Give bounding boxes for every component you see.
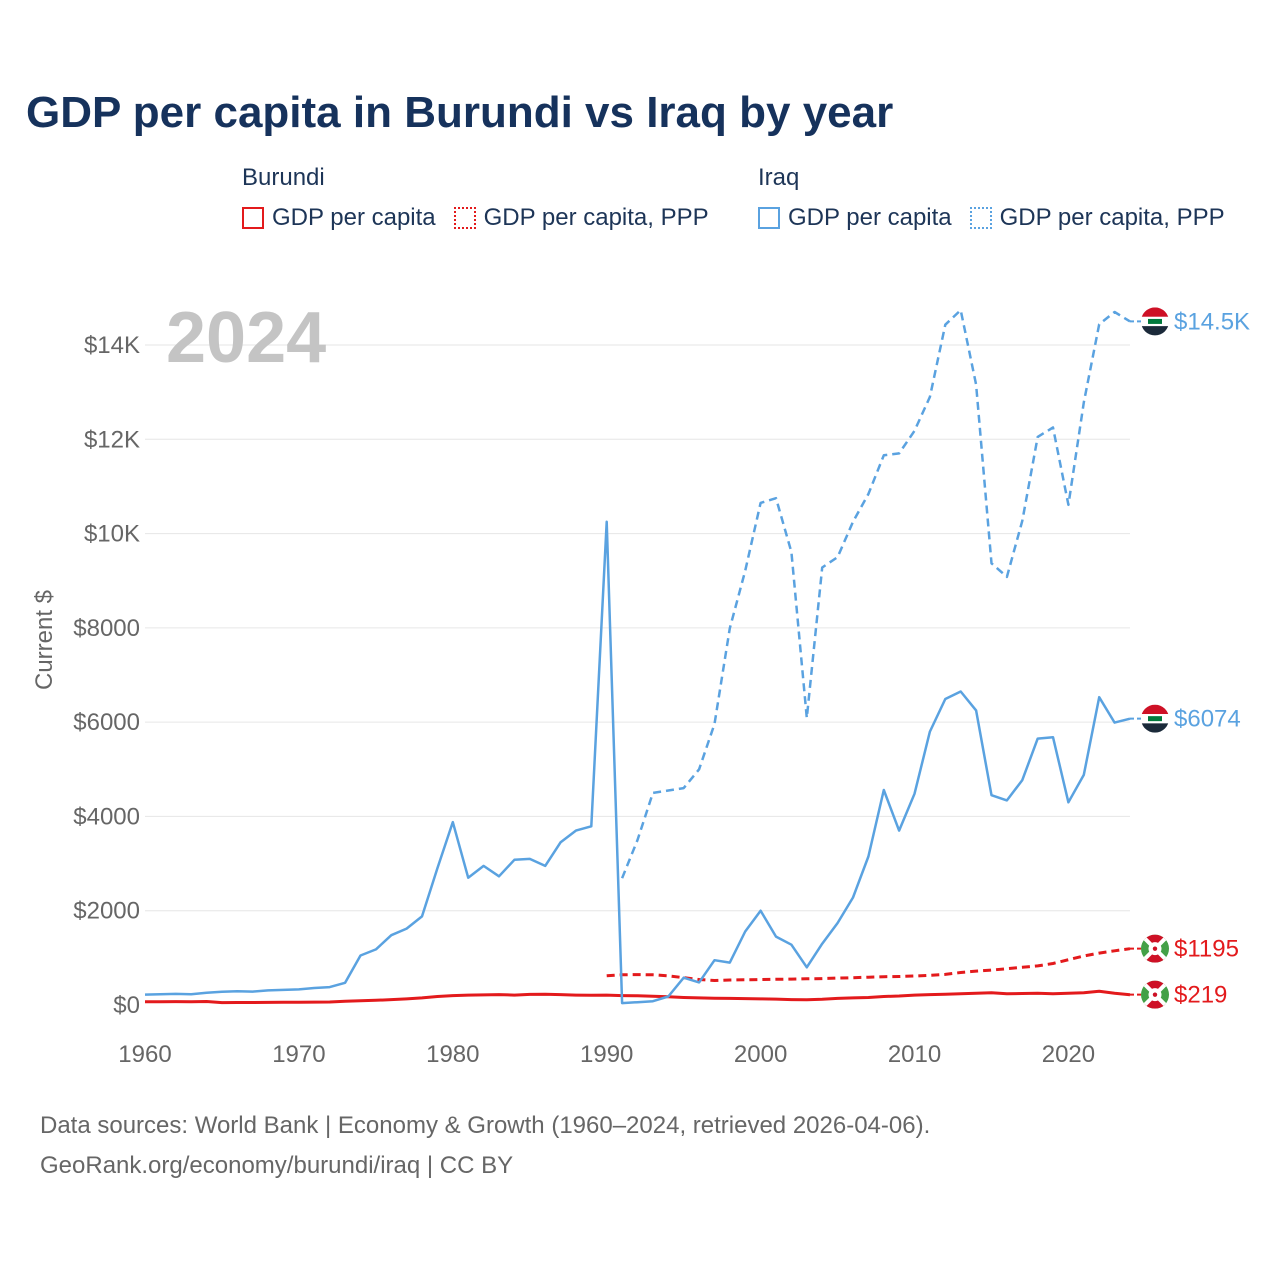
y-tick-label: $8000 <box>73 615 140 642</box>
x-tick-label: 2000 <box>734 1041 787 1068</box>
legend-label: GDP per capita <box>788 204 952 231</box>
burundi-flag-icon <box>1141 934 1169 963</box>
legend-item-iraq-gdp[interactable]: GDP per capita <box>758 204 952 232</box>
legend-group-name: Iraq <box>758 164 800 191</box>
legend-swatch-solid <box>758 207 780 229</box>
series-line[interactable] <box>144 520 1131 1005</box>
end-value-label: $219 <box>1174 982 1227 1009</box>
x-axis-ticks: 1960 1970 1980 1990 2000 2010 2020 <box>118 1041 1095 1068</box>
y-tick-label: $4000 <box>73 803 140 830</box>
legend-group-iraq: Iraq GDP per capita GDP per capita, PPP <box>758 164 1243 232</box>
x-tick-label: 1970 <box>272 1041 325 1068</box>
series-line[interactable] <box>620 308 1131 879</box>
x-tick-label: 1960 <box>118 1041 171 1068</box>
year-watermark: 2024 <box>166 298 326 378</box>
legend-item-burundi-gdp[interactable]: GDP per capita <box>242 204 436 232</box>
y-tick-label: $10K <box>84 521 140 548</box>
end-value-label: $14.5K <box>1174 308 1250 335</box>
legend-item-iraq-ppp[interactable]: GDP per capita, PPP <box>969 204 1225 232</box>
chart-title: GDP per capita in Burundi vs Iraq by yea… <box>26 88 894 137</box>
legend-item-burundi-ppp[interactable]: GDP per capita, PPP <box>453 204 709 232</box>
series-lines <box>144 308 1131 1005</box>
legend-swatch-solid <box>242 207 264 229</box>
footer-sources: Data sources: World Bank | Economy & Gro… <box>40 1112 931 1139</box>
legend-label: GDP per capita <box>272 204 436 231</box>
end-value-label: $1195 <box>1174 936 1239 963</box>
legend-swatch-dotted <box>969 207 992 229</box>
series-line[interactable] <box>606 947 1131 982</box>
legend-group-name: Burundi <box>242 164 325 191</box>
footer-link[interactable]: GeoRank.org/economy/burundi/iraq | CC BY <box>40 1152 514 1179</box>
y-tick-label: $6000 <box>73 709 140 736</box>
gridlines <box>145 344 1130 912</box>
series-line[interactable] <box>145 989 1131 1005</box>
y-tick-label: $12K <box>84 426 140 453</box>
end-markers: $14.5K $6074 $1195 $219 <box>1130 307 1250 1009</box>
burundi-flag-icon <box>1141 980 1169 1009</box>
y-axis-ticks: $0 $2000 $4000 $6000 $8000 $10K $12K $14K <box>73 332 140 1019</box>
y-axis-label: Current $ <box>31 590 58 690</box>
legend-group-burundi: Burundi GDP per capita GDP per capita, P… <box>242 164 727 232</box>
x-tick-label: 1980 <box>426 1041 479 1068</box>
x-tick-label: 2020 <box>1042 1041 1095 1068</box>
iraq-flag-icon <box>1141 307 1169 336</box>
legend-label: GDP per capita, PPP <box>999 204 1225 231</box>
iraq-flag-icon <box>1141 704 1169 733</box>
y-tick-label: $2000 <box>73 898 140 925</box>
footer: Data sources: World Bank | Economy & Gro… <box>40 1106 930 1186</box>
legend-swatch-dotted <box>453 207 476 229</box>
x-tick-label: 1990 <box>580 1041 633 1068</box>
y-tick-label: $0 <box>113 992 140 1019</box>
legend-label: GDP per capita, PPP <box>483 204 709 231</box>
end-value-label: $6074 <box>1174 706 1241 733</box>
y-tick-label: $14K <box>84 332 140 359</box>
x-tick-label: 2010 <box>888 1041 941 1068</box>
